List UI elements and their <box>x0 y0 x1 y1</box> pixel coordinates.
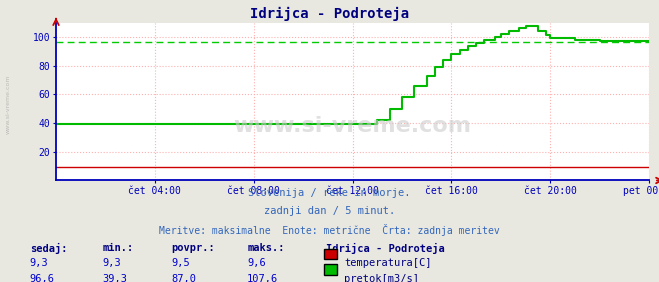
Text: www.si-vreme.com: www.si-vreme.com <box>233 116 472 136</box>
Text: temperatura[C]: temperatura[C] <box>344 258 432 268</box>
Text: 9,3: 9,3 <box>30 258 48 268</box>
Text: pretok[m3/s]: pretok[m3/s] <box>344 274 419 282</box>
Text: 107,6: 107,6 <box>247 274 278 282</box>
Text: Meritve: maksimalne  Enote: metrične  Črta: zadnja meritev: Meritve: maksimalne Enote: metrične Črta… <box>159 224 500 236</box>
Text: Idrijca - Podroteja: Idrijca - Podroteja <box>250 7 409 21</box>
Text: Idrijca - Podroteja: Idrijca - Podroteja <box>326 243 445 254</box>
Text: Slovenija / reke in morje.: Slovenija / reke in morje. <box>248 188 411 197</box>
Text: 39,3: 39,3 <box>102 274 127 282</box>
Text: 9,3: 9,3 <box>102 258 121 268</box>
Text: 9,6: 9,6 <box>247 258 266 268</box>
Text: 87,0: 87,0 <box>171 274 196 282</box>
Text: maks.:: maks.: <box>247 243 285 252</box>
Text: sedaj:: sedaj: <box>30 243 67 254</box>
Text: www.si-vreme.com: www.si-vreme.com <box>5 75 11 134</box>
Text: 9,5: 9,5 <box>171 258 190 268</box>
Text: min.:: min.: <box>102 243 133 252</box>
Text: 96,6: 96,6 <box>30 274 55 282</box>
Text: zadnji dan / 5 minut.: zadnji dan / 5 minut. <box>264 206 395 216</box>
Text: povpr.:: povpr.: <box>171 243 215 252</box>
